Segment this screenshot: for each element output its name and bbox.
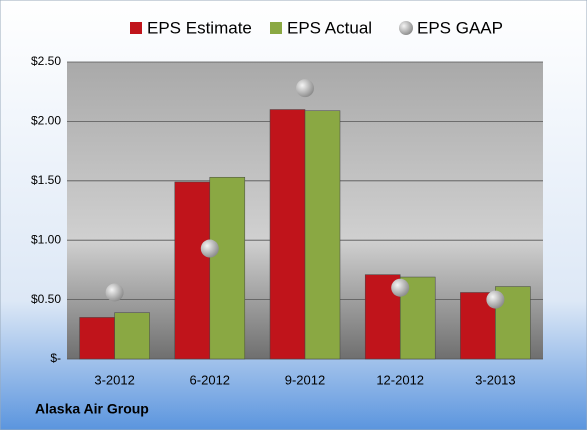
x-tick-label: 3-2012 (94, 372, 134, 387)
legend-label: EPS GAAP (417, 18, 503, 37)
legend-label: EPS Actual (287, 18, 372, 37)
point (486, 290, 505, 309)
legend: EPS Estimate EPS Actual EPS GAAP (130, 18, 503, 37)
bar (174, 181, 211, 360)
legend-marker (399, 21, 413, 35)
legend-label: EPS Estimate (147, 18, 252, 37)
y-tick-label: $2.50 (31, 54, 61, 68)
y-tick-label: $- (50, 351, 61, 365)
y-tick-label: $0.50 (31, 292, 61, 306)
point (105, 283, 124, 302)
bar (114, 312, 150, 360)
point (391, 278, 410, 297)
bar (209, 176, 246, 360)
y-tick-label: $1.50 (31, 173, 61, 187)
x-tick-label: 6-2012 (190, 372, 230, 387)
y-tick-label: $2.00 (31, 114, 61, 128)
bar (79, 317, 115, 360)
legend-marker (270, 22, 282, 34)
y-tick-label: $1.00 (31, 232, 61, 246)
x-tick-label: 3-2013 (475, 372, 515, 387)
bar (269, 109, 306, 360)
company-label: Alaska Air Group (35, 401, 149, 417)
x-tick-label: 12-2012 (376, 372, 424, 387)
legend-marker (130, 22, 142, 34)
bar (304, 110, 341, 360)
point (200, 239, 219, 258)
point (296, 79, 314, 98)
x-tick-label: 9-2012 (285, 372, 325, 387)
